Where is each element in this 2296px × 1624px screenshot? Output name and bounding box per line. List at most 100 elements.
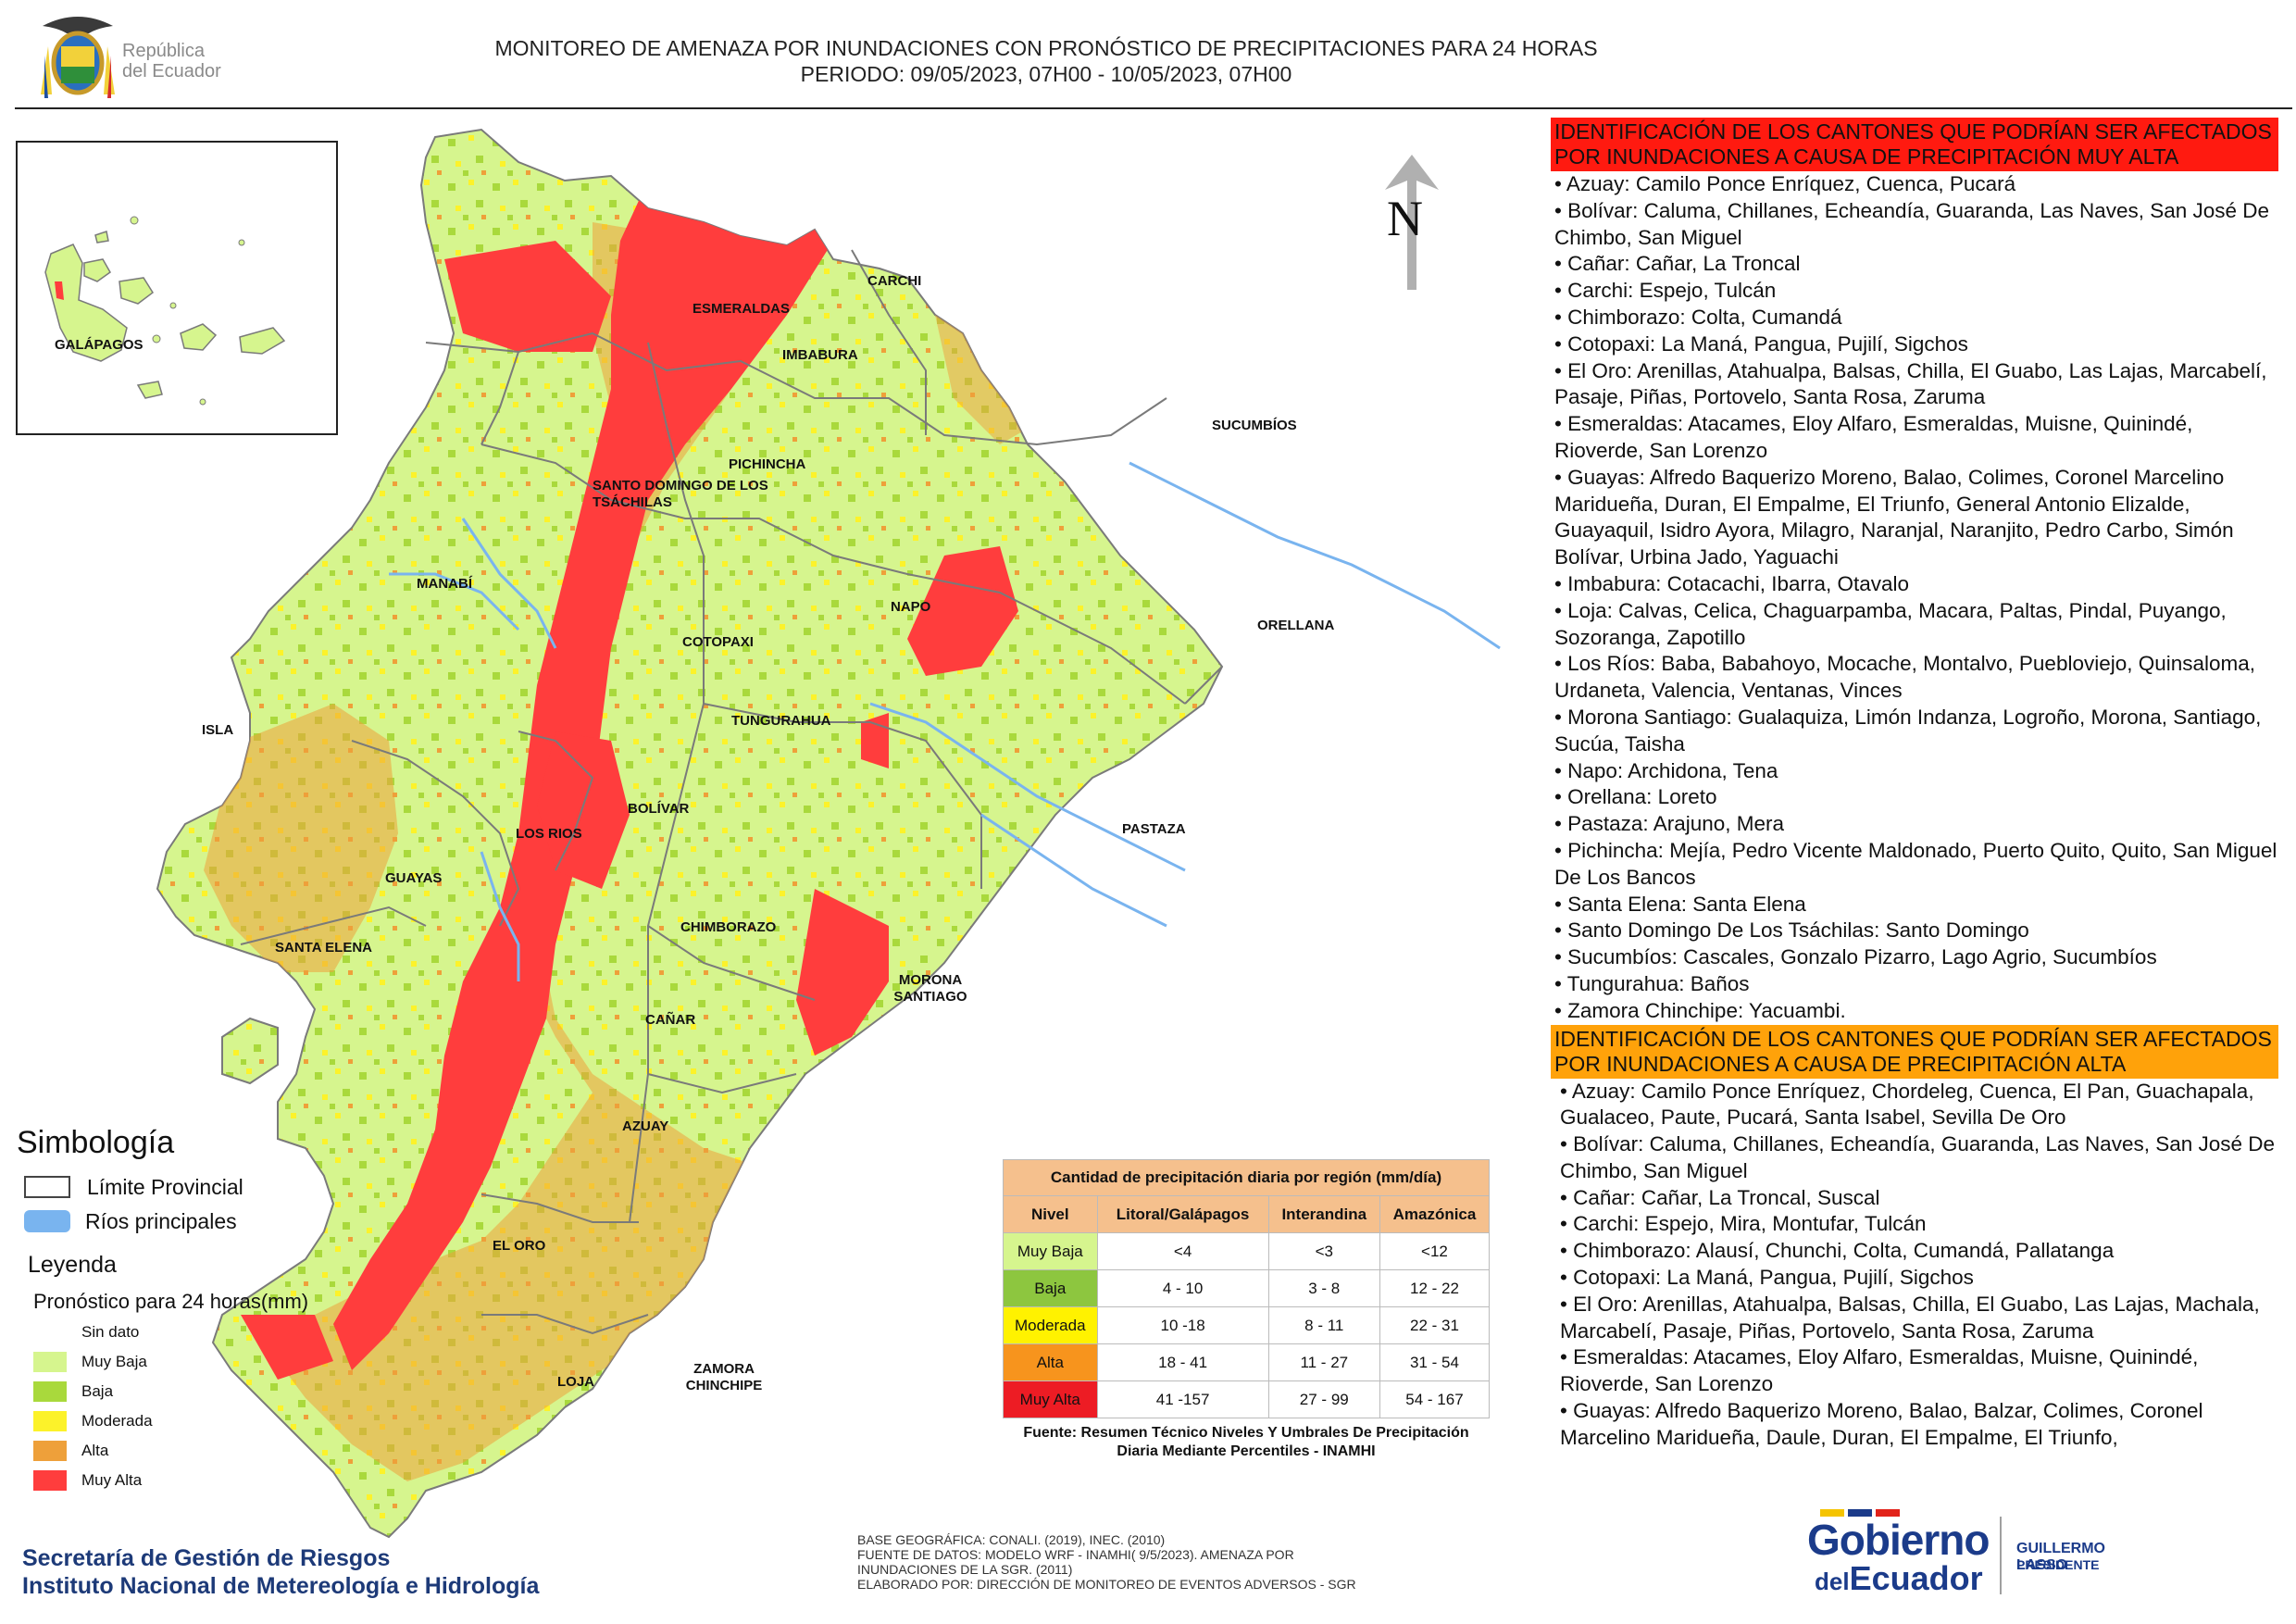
litoral-cell: 18 - 41 bbox=[1096, 1343, 1269, 1381]
moderada-label: Moderada bbox=[81, 1412, 153, 1430]
list-item: • Guayas: Alfredo Baquerizo Moreno, Bala… bbox=[1560, 1399, 2203, 1449]
map-title: MONITOREO DE AMENAZA POR INUNDACIONES CO… bbox=[398, 35, 1694, 87]
list-item: • Azuay: Camilo Ponce Enríquez, Chordele… bbox=[1560, 1079, 2254, 1130]
interandina-cell: 8 - 11 bbox=[1267, 1306, 1380, 1344]
list-item: • Cotopaxi: La Maná, Pangua, Pujilí, Sig… bbox=[1554, 331, 1968, 356]
president-title: PRESIDENTE bbox=[2016, 1557, 2100, 1572]
galapagos-map bbox=[44, 216, 286, 406]
province-label-manabi: MANABÍ bbox=[417, 576, 472, 592]
litoral-cell: <4 bbox=[1096, 1232, 1269, 1270]
province-label-pastaza: PASTAZA bbox=[1122, 821, 1186, 837]
alta-swatch bbox=[33, 1441, 67, 1461]
map-credits: BASE GEOGRÁFICA: CONALI. (2019), INEC. (… bbox=[857, 1532, 1376, 1592]
province-label-carchi: CARCHI bbox=[867, 273, 922, 289]
province-label-los-rios: LOS RIOS bbox=[516, 826, 582, 842]
list-item: • Azuay: Camilo Ponce Enríquez, Cuenca, … bbox=[1554, 172, 2016, 195]
simbologia-title: Simbología bbox=[17, 1125, 175, 1160]
nivel-cell: Baja bbox=[1003, 1269, 1098, 1307]
list-item: • Guayas: Alfredo Baquerizo Moreno, Bala… bbox=[1554, 465, 2234, 569]
map-legend: Simbología Límite Provincial Ríos princi… bbox=[17, 1125, 368, 1495]
province-label-bolivar: BOLÍVAR bbox=[628, 801, 690, 817]
amazonica-cell: 12 - 22 bbox=[1379, 1269, 1491, 1307]
main-rivers bbox=[389, 461, 1501, 981]
province-label-imbabura: IMBABURA bbox=[782, 347, 858, 363]
province-label-el-oro: EL ORO bbox=[493, 1238, 546, 1254]
sin-dato-label: Sin dato bbox=[81, 1323, 140, 1341]
sin-dato-swatch bbox=[33, 1322, 67, 1343]
nivel-cell: Alta bbox=[1003, 1343, 1098, 1381]
list-item: • El Oro: Arenillas, Atahualpa, Balsas, … bbox=[1554, 358, 2267, 409]
baja-label: Baja bbox=[81, 1382, 114, 1400]
litoral-cell: 10 -18 bbox=[1096, 1306, 1269, 1344]
amazonica-cell: 31 - 54 bbox=[1379, 1343, 1491, 1381]
col-interandina: Interandina bbox=[1267, 1195, 1380, 1233]
province-label-chimborazo: CHIMBORAZO bbox=[680, 919, 777, 935]
province-label-zamora-chinchipe: ZAMORA CHINCHIPE bbox=[685, 1361, 763, 1393]
footer-institutions: Secretaría de Gestión de Riesgos Institu… bbox=[22, 1544, 539, 1600]
gobierno-logo: Gobierno delEcuador GUILLERMO LASSO PRES… bbox=[1807, 1509, 2159, 1602]
col-litoral: Litoral/Galápagos bbox=[1096, 1195, 1269, 1233]
list-item: • Cañar: Cañar, La Troncal, Suscal bbox=[1560, 1185, 1880, 1209]
rios-swatch bbox=[24, 1210, 70, 1232]
table-source: Fuente: Resumen Técnico Niveles Y Umbral… bbox=[1023, 1425, 1469, 1459]
coat-of-arms-icon bbox=[41, 17, 115, 98]
flag-dash-yellow bbox=[1820, 1509, 1844, 1517]
list-item: • Carchi: Espejo, Mira, Montufar, Tulcán bbox=[1560, 1212, 1927, 1236]
list-item: • Orellana: Loreto bbox=[1554, 785, 1717, 809]
interandina-cell: <3 bbox=[1267, 1232, 1380, 1270]
list-item: • Bolívar: Caluma, Chillanes, Echeandía,… bbox=[1560, 1132, 2276, 1182]
table-row: Muy Baja <4 <3 <12 bbox=[1003, 1232, 1491, 1270]
province-label-isla: ISLA bbox=[202, 722, 234, 738]
list-item: • Cotopaxi: La Maná, Pangua, Pujilí, Sig… bbox=[1560, 1266, 1974, 1290]
province-label-sucumbios: SUCUMBÍOS bbox=[1212, 418, 1297, 433]
galapagos-label: GALÁPAGOS bbox=[55, 337, 144, 353]
isla-puna bbox=[221, 1017, 279, 1085]
list-item: • Pastaza: Arajuno, Mera bbox=[1554, 812, 1785, 836]
alta-header: IDENTIFICACIÓN DE LOS CANTONES QUE PODRÍ… bbox=[1551, 1024, 2278, 1079]
province-label-loja: LOJA bbox=[557, 1374, 595, 1390]
legend-class-baja: Baja bbox=[33, 1380, 113, 1403]
list-item: • Chimborazo: Colta, Cumandá bbox=[1554, 305, 1842, 329]
legend-class-moderada: Moderada bbox=[33, 1410, 153, 1432]
list-item: • Chimborazo: Alausí, Chunchi, Colta, Cu… bbox=[1560, 1239, 2115, 1263]
list-item: • Imbabura: Cotacachi, Ibarra, Otavalo bbox=[1554, 571, 1910, 595]
leyenda-title: Leyenda bbox=[28, 1252, 117, 1278]
list-item: • Morona Santiago: Gualaquiza, Limón Ind… bbox=[1554, 705, 2262, 756]
litoral-cell: 41 -157 bbox=[1096, 1380, 1269, 1418]
list-item: • Sucumbíos: Cascales, Gonzalo Pizarro, … bbox=[1554, 945, 2157, 969]
provincial-boundaries bbox=[240, 249, 1223, 1335]
col-amazonica: Amazónica bbox=[1379, 1195, 1491, 1233]
col-nivel: Nivel bbox=[1003, 1195, 1098, 1233]
limite-swatch bbox=[24, 1176, 70, 1198]
del-word: del bbox=[1815, 1568, 1850, 1595]
amazonica-cell: 22 - 31 bbox=[1379, 1306, 1491, 1344]
alta-label: Alta bbox=[81, 1442, 109, 1459]
muy-alta-header: IDENTIFICACIÓN DE LOS CANTONES QUE PODRÍ… bbox=[1551, 118, 2278, 171]
republica-text: República del Ecuador bbox=[122, 41, 221, 81]
province-label-orellana: ORELLANA bbox=[1257, 618, 1335, 633]
province-label-napo: NAPO bbox=[891, 599, 931, 615]
credits-source: FUENTE DE DATOS: MODELO WRF - INAMHI( 9/… bbox=[857, 1547, 1294, 1577]
limite-label: Límite Provincial bbox=[87, 1174, 243, 1199]
legend-class-muy-alta: Muy Alta bbox=[33, 1469, 142, 1492]
province-label-canar: CAÑAR bbox=[645, 1012, 696, 1028]
president-name: GUILLERMO LASSO bbox=[2016, 1541, 2105, 1573]
province-label-guayas: GUAYAS bbox=[385, 870, 443, 886]
del-ecuador-word: delEcuador bbox=[1815, 1559, 1983, 1598]
legend-class-sin-dato: Sin dato bbox=[33, 1321, 139, 1343]
precipitation-thresholds-table: Cantidad de precipitación diaria por reg… bbox=[1003, 1159, 1491, 1461]
province-label-azuay: AZUAY bbox=[622, 1118, 669, 1134]
province-label-tungurahua: TUNGURAHUA bbox=[731, 713, 831, 729]
list-item: • Esmeraldas: Atacames, Eloy Alfaro, Esm… bbox=[1560, 1345, 2199, 1396]
list-item: • Loja: Calvas, Celica, Chaguarpamba, Ma… bbox=[1554, 598, 2227, 649]
nivel-cell: Muy Baja bbox=[1003, 1232, 1098, 1270]
moderada-swatch bbox=[33, 1411, 67, 1431]
muy-alta-list: • Azuay: Camilo Ponce Enríquez, Cuenca, … bbox=[1551, 171, 2282, 1025]
legend-class-muy-baja: Muy Baja bbox=[33, 1351, 147, 1373]
legend-limite-provincial: Límite Provincial bbox=[24, 1174, 243, 1200]
muy-alta-label: Muy Alta bbox=[81, 1471, 143, 1489]
nivel-cell: Moderada bbox=[1003, 1306, 1098, 1344]
list-item: • Santo Domingo De Los Tsáchilas: Santo … bbox=[1554, 918, 2029, 943]
north-arrow: N bbox=[1379, 153, 1444, 292]
litoral-cell: 4 - 10 bbox=[1096, 1269, 1269, 1307]
